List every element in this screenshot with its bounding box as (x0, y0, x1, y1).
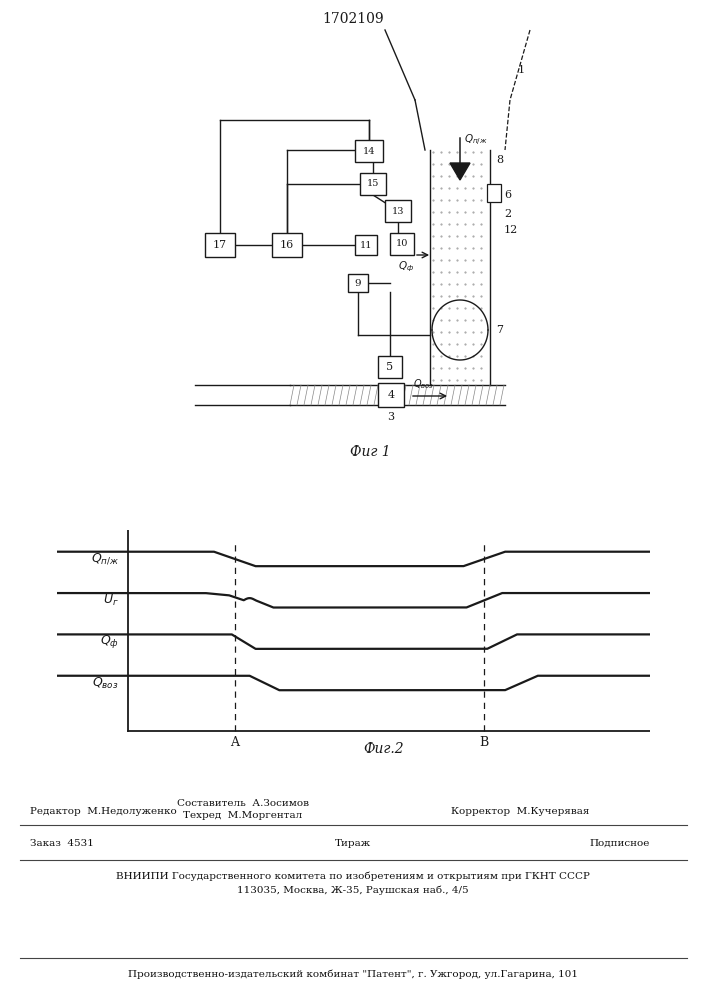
Text: 15: 15 (367, 180, 379, 188)
Text: $Q_{п/ж}$: $Q_{п/ж}$ (464, 132, 488, 148)
Text: Заказ  4531: Заказ 4531 (30, 838, 94, 848)
Text: 1702109: 1702109 (322, 12, 384, 26)
Text: $Q_ф$: $Q_ф$ (398, 260, 414, 274)
Text: Фиг 1: Фиг 1 (350, 445, 390, 459)
Text: 16: 16 (280, 240, 294, 250)
Text: $Q_{п/ж}$: $Q_{п/ж}$ (90, 552, 119, 566)
Text: Техред  М.Моргентал: Техред М.Моргентал (183, 812, 303, 820)
Text: 10: 10 (396, 239, 408, 248)
Text: 4: 4 (387, 390, 395, 400)
Text: $Q_{воз}$: $Q_{воз}$ (93, 675, 119, 691)
Text: B: B (479, 736, 489, 749)
Text: $Q_ф$: $Q_ф$ (100, 633, 119, 650)
Bar (378, 383, 404, 407)
Bar (390, 233, 414, 255)
Text: 6: 6 (504, 190, 511, 200)
Text: Тираж: Тираж (335, 838, 371, 848)
Text: 1: 1 (518, 65, 525, 75)
Bar (487, 184, 501, 202)
Polygon shape (450, 163, 470, 180)
Bar (348, 274, 368, 292)
Bar (378, 356, 402, 378)
Bar (205, 233, 235, 257)
Text: 14: 14 (363, 146, 375, 155)
Text: $U_г$: $U_г$ (103, 593, 119, 608)
Text: 13: 13 (392, 207, 404, 216)
Text: 7: 7 (496, 325, 503, 335)
Text: 113035, Москва, Ж-35, Раушская наб., 4/5: 113035, Москва, Ж-35, Раушская наб., 4/5 (237, 885, 469, 895)
Bar (360, 173, 386, 195)
Bar (355, 235, 377, 255)
Text: 17: 17 (213, 240, 227, 250)
Text: Фиг.2: Фиг.2 (363, 742, 404, 756)
Text: Производственно-издательский комбинат "Патент", г. Ужгород, ул.Гагарина, 101: Производственно-издательский комбинат "П… (128, 969, 578, 979)
Text: 5: 5 (387, 362, 394, 372)
Text: 2: 2 (504, 209, 511, 219)
Text: ВНИИПИ Государственного комитета по изобретениям и открытиям при ГКНТ СССР: ВНИИПИ Государственного комитета по изоб… (116, 871, 590, 881)
Text: 3: 3 (387, 412, 395, 422)
Text: Подписное: Подписное (590, 838, 650, 848)
Bar (355, 140, 383, 162)
Bar (385, 200, 411, 222)
Text: Составитель  А.Зосимов: Составитель А.Зосимов (177, 798, 309, 808)
Text: 9: 9 (355, 278, 361, 288)
Bar (272, 233, 302, 257)
Text: 11: 11 (360, 240, 373, 249)
Text: $Q_{воз}$: $Q_{воз}$ (413, 377, 434, 391)
Text: 12: 12 (504, 225, 518, 235)
Text: A: A (230, 736, 239, 749)
Text: 8: 8 (496, 155, 503, 165)
Text: Редактор  М.Недолуженко: Редактор М.Недолуженко (30, 808, 177, 816)
Text: Корректор  М.Кучерявая: Корректор М.Кучерявая (451, 808, 589, 816)
